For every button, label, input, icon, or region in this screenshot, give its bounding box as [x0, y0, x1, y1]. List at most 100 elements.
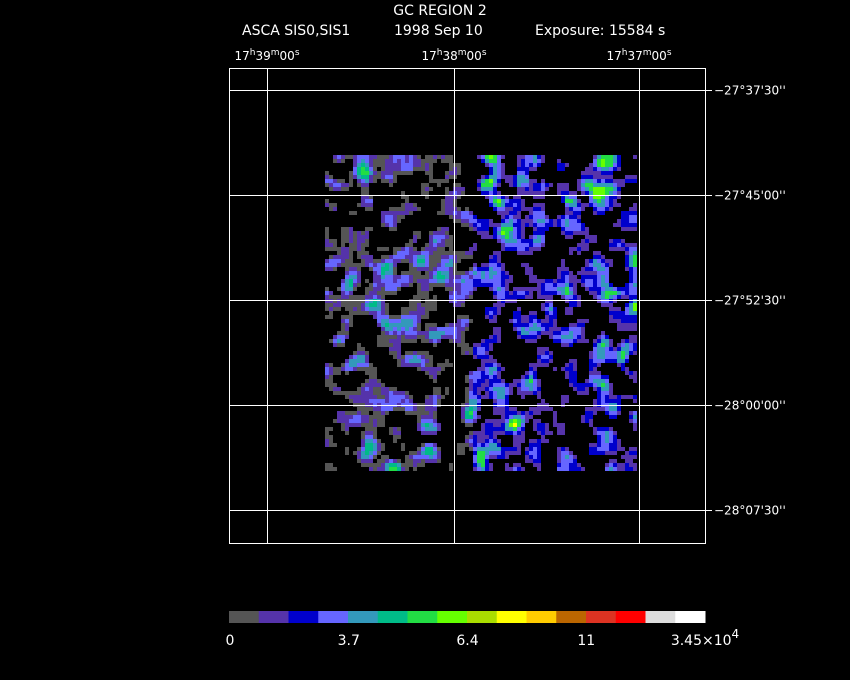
pixel: [329, 179, 333, 183]
pixel: [493, 315, 497, 319]
pixel: [533, 327, 537, 331]
pixel: [481, 447, 485, 451]
pixel: [361, 235, 365, 239]
pixel: [617, 447, 621, 451]
pixel: [541, 223, 545, 227]
pixel: [613, 243, 617, 247]
pixel: [437, 239, 441, 243]
pixel: [369, 443, 373, 447]
pixel: [593, 183, 597, 187]
pixel: [401, 315, 405, 319]
pixel: [409, 159, 413, 163]
pixel: [425, 163, 429, 167]
pixel: [433, 367, 437, 371]
pixel: [373, 295, 377, 299]
pixel: [509, 199, 513, 203]
pixel: [525, 271, 529, 275]
pixel: [433, 255, 437, 259]
pixel: [357, 447, 361, 451]
pixel: [357, 451, 361, 455]
pixel: [493, 163, 497, 167]
pixel: [393, 179, 397, 183]
colorbar-swatch: [556, 611, 587, 623]
pixel: [513, 311, 517, 315]
pixel: [517, 247, 521, 251]
pixel: [389, 339, 393, 343]
pixel: [597, 343, 601, 347]
pixel: [533, 383, 537, 387]
pixel: [593, 255, 597, 259]
pixel: [449, 199, 453, 203]
pixel: [601, 187, 605, 191]
pixel: [357, 363, 361, 367]
pixel: [597, 199, 601, 203]
pixel: [433, 235, 437, 239]
pixel: [373, 447, 377, 451]
pixel: [409, 355, 413, 359]
pixel: [493, 331, 497, 335]
pixel: [565, 451, 569, 455]
pixel: [421, 363, 425, 367]
pixel: [633, 251, 637, 255]
pixel: [589, 271, 593, 275]
pixel: [573, 247, 577, 251]
pixel: [537, 295, 541, 299]
pixel: [449, 267, 453, 271]
pixel: [385, 463, 389, 467]
pixel: [449, 251, 453, 255]
pixel: [493, 155, 497, 159]
pixel: [349, 315, 353, 319]
pixel: [497, 195, 501, 199]
pixel: [541, 295, 545, 299]
pixel: [593, 451, 597, 455]
pixel: [477, 443, 481, 447]
pixel: [513, 287, 517, 291]
pixel: [501, 295, 505, 299]
pixel: [477, 343, 481, 347]
pixel: [353, 311, 357, 315]
pixel: [353, 275, 357, 279]
pixel: [545, 187, 549, 191]
pixel: [605, 447, 609, 451]
pixel: [473, 375, 477, 379]
pixel: [541, 351, 545, 355]
pixel: [481, 275, 485, 279]
pixel: [433, 283, 437, 287]
pixel: [533, 187, 537, 191]
pixel: [517, 427, 521, 431]
pixel: [521, 175, 525, 179]
pixel: [505, 179, 509, 183]
pixel: [437, 271, 441, 275]
pixel: [489, 255, 493, 259]
pixel: [425, 327, 429, 331]
pixel: [429, 231, 433, 235]
pixel: [529, 167, 533, 171]
pixel: [541, 355, 545, 359]
pixel: [417, 307, 421, 311]
pixel: [501, 387, 505, 391]
pixel: [341, 235, 345, 239]
pixel: [613, 439, 617, 443]
pixel: [573, 203, 577, 207]
pixel: [405, 339, 409, 343]
pixel: [477, 451, 481, 455]
pixel: [537, 427, 541, 431]
pixel: [461, 215, 465, 219]
pixel: [369, 155, 373, 159]
pixel: [489, 395, 493, 399]
pixel: [341, 255, 345, 259]
pixel: [389, 427, 393, 431]
pixel: [605, 275, 609, 279]
ra-label-part: 17: [606, 49, 621, 63]
pixel: [577, 303, 581, 307]
pixel: [509, 235, 513, 239]
pixel: [385, 395, 389, 399]
pixel: [417, 331, 421, 335]
pixel: [385, 391, 389, 395]
pixel: [333, 467, 337, 471]
pixel: [413, 251, 417, 255]
pixel: [369, 291, 373, 295]
pixel: [381, 179, 385, 183]
pixel: [333, 343, 337, 347]
pixel: [577, 391, 581, 395]
